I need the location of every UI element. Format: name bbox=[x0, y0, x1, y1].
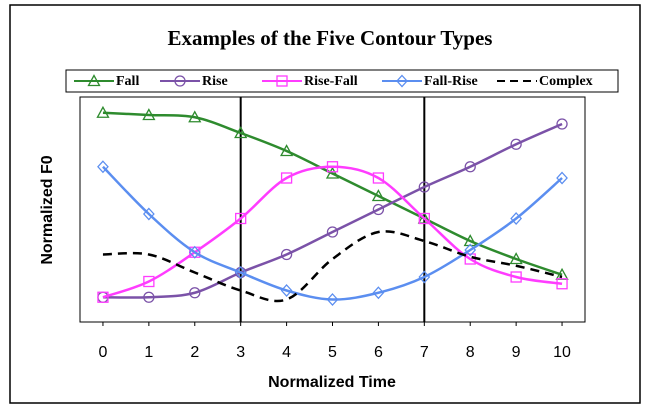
marker bbox=[188, 110, 202, 123]
marker bbox=[189, 287, 201, 299]
marker bbox=[326, 226, 339, 238]
marker bbox=[188, 245, 201, 259]
marker bbox=[280, 248, 293, 261]
x-tick-label: 7 bbox=[420, 344, 429, 361]
marker bbox=[372, 286, 385, 300]
marker bbox=[510, 271, 522, 283]
series-line bbox=[102, 111, 563, 276]
marker bbox=[325, 166, 340, 179]
marker bbox=[509, 252, 523, 265]
marker bbox=[463, 234, 477, 247]
marker bbox=[372, 172, 385, 184]
marker bbox=[279, 144, 294, 157]
x-tick-label: 2 bbox=[190, 344, 199, 361]
legend bbox=[65, 69, 619, 93]
x-tick-label: 6 bbox=[374, 344, 383, 361]
marker bbox=[326, 293, 339, 306]
marker bbox=[280, 284, 293, 297]
marker bbox=[418, 181, 430, 193]
marker bbox=[142, 108, 156, 121]
marker bbox=[556, 118, 568, 130]
legend-label: Rise bbox=[202, 74, 228, 89]
marker bbox=[235, 212, 247, 225]
x-tick-label: 5 bbox=[328, 344, 337, 361]
x-tick-label: 3 bbox=[236, 344, 245, 361]
marker bbox=[97, 291, 109, 303]
marker bbox=[143, 291, 155, 303]
marker bbox=[142, 207, 155, 221]
x-tick-label: 0 bbox=[99, 344, 108, 361]
y-axis-label: Normalized F0 bbox=[39, 155, 56, 264]
series-line bbox=[102, 230, 563, 303]
marker bbox=[234, 266, 247, 279]
x-axis-label: Normalized Time bbox=[268, 374, 396, 391]
marker bbox=[510, 212, 523, 225]
marker bbox=[418, 212, 430, 225]
x-tick-label: 9 bbox=[512, 344, 521, 361]
marker bbox=[96, 105, 110, 118]
marker bbox=[276, 75, 288, 87]
marker bbox=[234, 126, 248, 139]
series-line bbox=[102, 122, 563, 299]
marker bbox=[556, 278, 568, 290]
marker bbox=[464, 243, 477, 257]
marker bbox=[372, 203, 385, 216]
series-line bbox=[102, 165, 563, 299]
marker bbox=[464, 161, 476, 173]
marker bbox=[396, 74, 408, 88]
marker bbox=[556, 171, 568, 185]
series-line bbox=[102, 165, 563, 301]
legend-label: Rise-Fall bbox=[304, 74, 358, 89]
marker bbox=[143, 275, 155, 288]
marker bbox=[510, 138, 522, 150]
marker bbox=[174, 75, 186, 87]
x-tick-label: 1 bbox=[144, 344, 153, 361]
marker bbox=[418, 270, 431, 284]
x-tick-label: 4 bbox=[282, 344, 291, 361]
marker bbox=[280, 172, 293, 184]
legend-label: Fall-Rise bbox=[424, 74, 478, 89]
marker bbox=[371, 189, 386, 202]
marker bbox=[97, 160, 109, 174]
x-tick-label: 10 bbox=[553, 344, 571, 361]
legend-label: Fall bbox=[116, 74, 139, 89]
x-tick-label: 8 bbox=[466, 344, 475, 361]
marker bbox=[87, 74, 101, 87]
chart-title: Examples of the Five Contour Types bbox=[168, 26, 493, 50]
legend-label: Complex bbox=[539, 74, 593, 89]
marker bbox=[326, 161, 339, 173]
